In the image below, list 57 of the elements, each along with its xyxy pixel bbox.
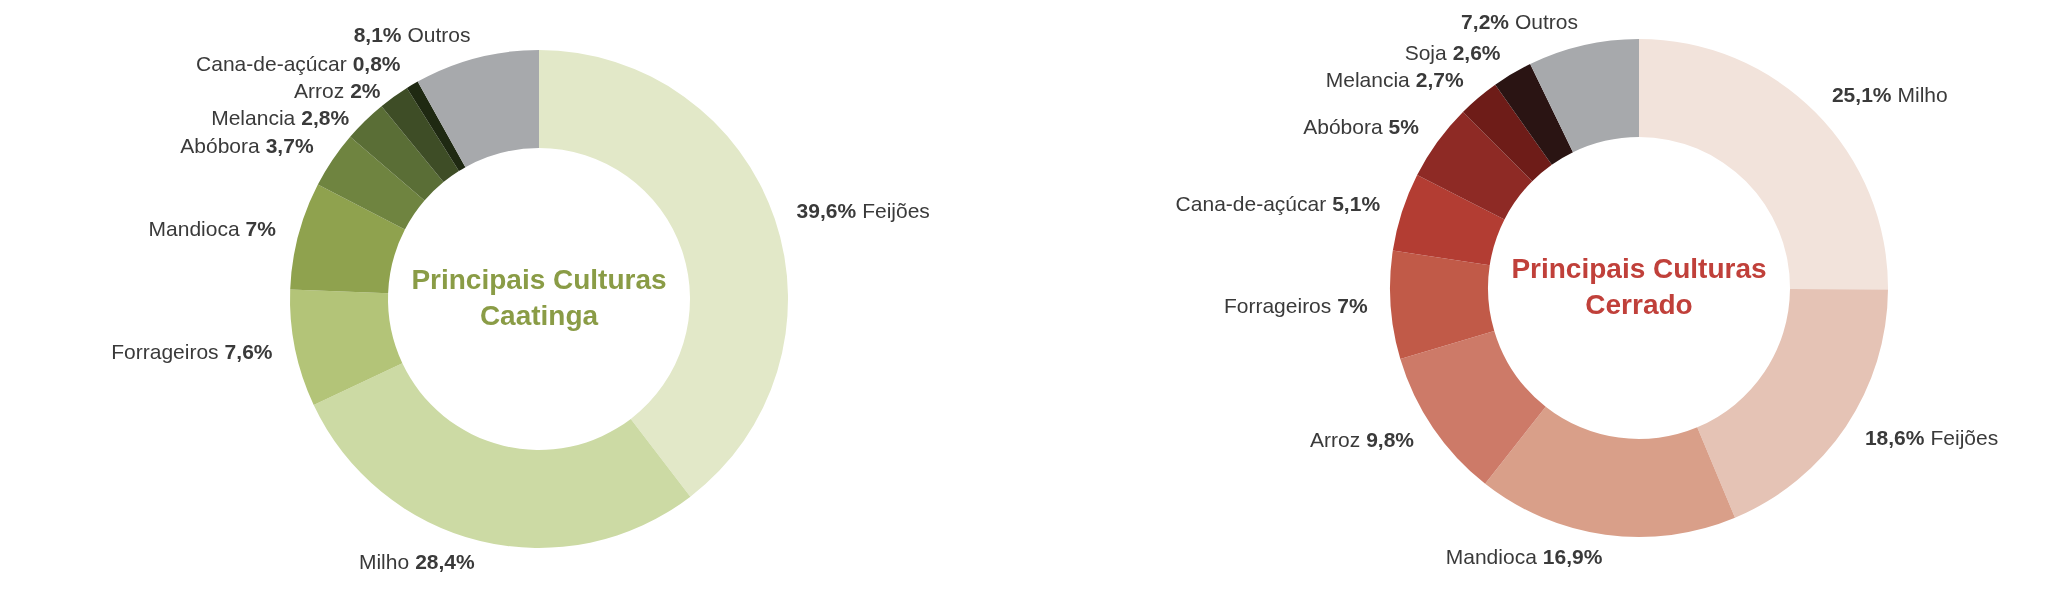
donut-slice: [317, 136, 425, 230]
slice-label: Mandioca: [1445, 544, 1538, 568]
data-label: 8,1%: [353, 22, 402, 46]
data-label: 18,6%: [1864, 426, 1925, 450]
data-label: 7%: [1337, 293, 1368, 317]
data-label: 2,6%: [1452, 40, 1501, 64]
donut-slice: [417, 50, 539, 168]
data-label: 28,4%: [415, 550, 475, 574]
slice-label: Milho: [1897, 83, 1948, 107]
slice-label: Cana-de-açúcar: [1175, 191, 1327, 215]
slice-label: Mandioca: [148, 216, 240, 240]
donut-slice: [350, 106, 444, 201]
data-label: 7%: [245, 216, 277, 240]
slice-label: Cana-de-açúcar: [196, 51, 347, 75]
data-label: 5,1%: [1332, 191, 1381, 215]
slice-label: Outros: [407, 22, 471, 46]
donut-slice: [1495, 64, 1573, 165]
slice-label: Feijões: [862, 198, 930, 222]
donut-slice: [290, 184, 405, 294]
donut-slice: [290, 289, 403, 406]
slice-label: Forrageiros: [1223, 293, 1332, 317]
donut-slice: [1462, 84, 1552, 182]
slice-label: Feijões: [1930, 426, 1999, 450]
slice-label: Melancia: [211, 105, 296, 129]
text: Caatinga: [479, 300, 599, 331]
text: Cerrado: [1585, 289, 1693, 320]
donut-slice: [1485, 406, 1736, 537]
data-label: 16,9%: [1542, 544, 1603, 568]
text: Principais Culturas: [411, 264, 667, 295]
donut-slice: [406, 81, 466, 171]
data-label: 5%: [1388, 115, 1420, 139]
donut-slice: [1530, 39, 1639, 153]
data-label: 0,8%: [352, 51, 401, 75]
data-label: 9,8%: [1366, 427, 1415, 451]
data-label: 3,7%: [265, 133, 314, 157]
slice-label: Arroz: [1310, 427, 1361, 451]
data-label: 7,2%: [1461, 9, 1510, 33]
slice-label: Arroz: [293, 78, 345, 102]
donut-slice: [1392, 174, 1505, 266]
data-label: 39,6%: [796, 198, 857, 222]
donut-slice: [313, 363, 691, 548]
slice-label: Abóbora: [180, 133, 261, 157]
data-label: 2,8%: [301, 105, 350, 129]
slice-label: Outros: [1514, 9, 1579, 33]
slice-label: Melancia: [1325, 67, 1411, 91]
data-label: 7,6%: [224, 340, 273, 364]
donut-slice: [381, 87, 459, 183]
data-label: 2,7%: [1415, 67, 1464, 91]
slice-label: Soja: [1404, 40, 1447, 64]
text: Principais Culturas: [1511, 253, 1767, 284]
slice-label: Forrageiros: [111, 340, 219, 364]
data-label: 25,1%: [1831, 83, 1892, 107]
donut-slice: [1390, 250, 1495, 359]
donut-slice: [1417, 111, 1533, 220]
data-label: 2%: [350, 78, 381, 102]
slice-label: Abóbora: [1303, 115, 1383, 139]
slice-label: Milho: [358, 550, 410, 574]
